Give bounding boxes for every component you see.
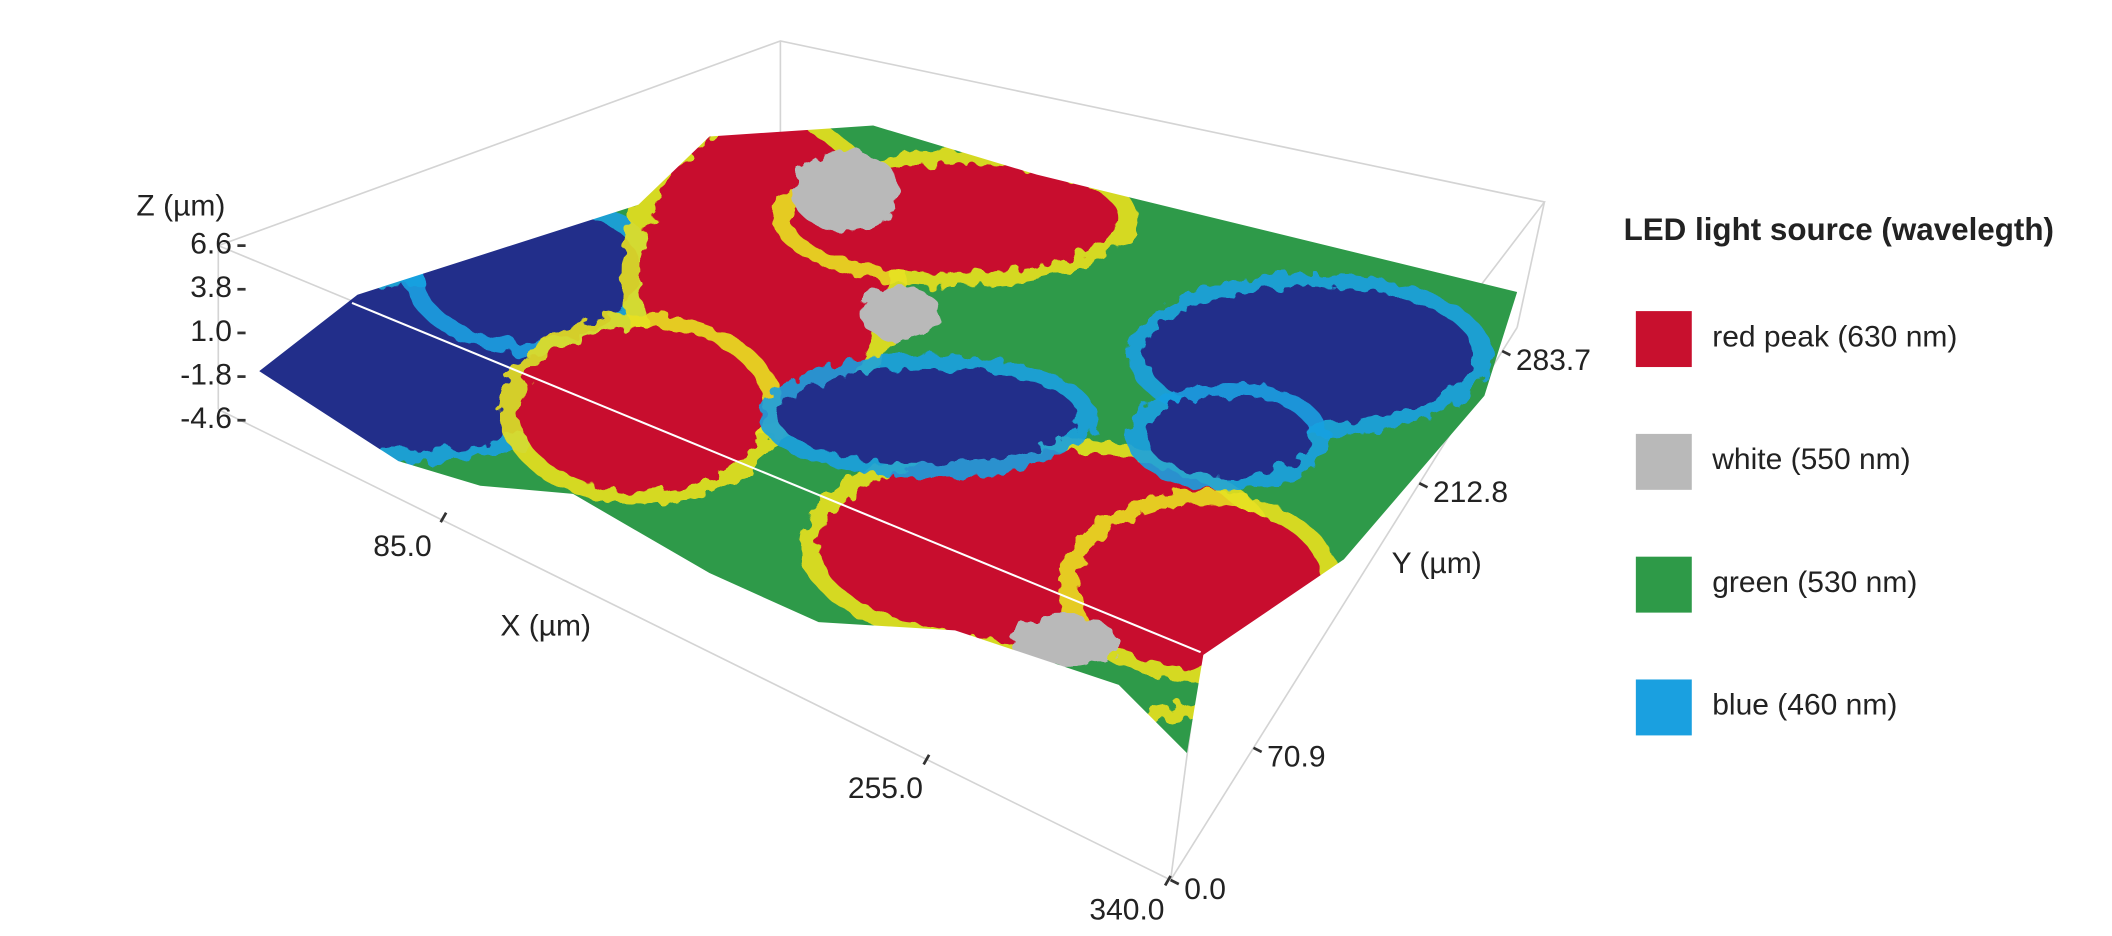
y-axis-label: Y (µm) — [1392, 547, 1482, 580]
surface-patch — [791, 150, 901, 232]
y-tick-label: 283.7 — [1516, 344, 1591, 377]
x-tick-label: 255.0 — [848, 772, 923, 805]
box-edge — [1516, 201, 1546, 328]
surface-patch — [518, 327, 765, 492]
y-tick — [1252, 746, 1263, 754]
y-tick-label: 212.8 — [1433, 476, 1508, 509]
z-axis-label: Z (µm) — [136, 189, 225, 222]
x-tick-label: 340.0 — [1089, 893, 1164, 926]
box-edge — [217, 408, 1171, 881]
surface-patch — [777, 368, 1078, 464]
x-tick-label: 85.0 — [373, 530, 431, 563]
legend-swatch — [1635, 433, 1692, 490]
x-tick — [1163, 875, 1172, 887]
surface-patch — [1146, 395, 1310, 478]
legend-swatch — [1635, 679, 1692, 736]
legend-label: blue (460 nm) — [1712, 689, 1897, 722]
y-tick-label: 70.9 — [1267, 741, 1325, 774]
z-tick-label: -1.8 — [180, 359, 232, 392]
legend-label: red peak (630 nm) — [1712, 320, 1957, 353]
legend-swatch — [1635, 311, 1692, 368]
y-tick — [1418, 482, 1429, 489]
z-tick-label: 1.0 — [190, 315, 232, 348]
x-tick — [922, 754, 931, 766]
legend-label: white (550 nm) — [1711, 443, 1910, 476]
x-axis-label: X (µm) — [500, 610, 591, 643]
legend-swatch — [1635, 556, 1692, 613]
box-front-edge — [351, 301, 1202, 654]
y-tick-label: 0.0 — [1184, 873, 1226, 906]
y-tick — [1169, 878, 1180, 886]
x-tick — [439, 512, 448, 523]
surface-patch — [859, 286, 942, 342]
y-tick — [1501, 349, 1511, 357]
z-tick-label: 3.8 — [190, 271, 232, 304]
legend-label: green (530 nm) — [1712, 566, 1917, 599]
surface-patch — [1009, 616, 1119, 666]
legend-title: LED light source (wavelegth) — [1624, 212, 2054, 247]
z-tick-label: -4.6 — [180, 402, 232, 435]
z-tick-label: 6.6 — [190, 228, 232, 261]
